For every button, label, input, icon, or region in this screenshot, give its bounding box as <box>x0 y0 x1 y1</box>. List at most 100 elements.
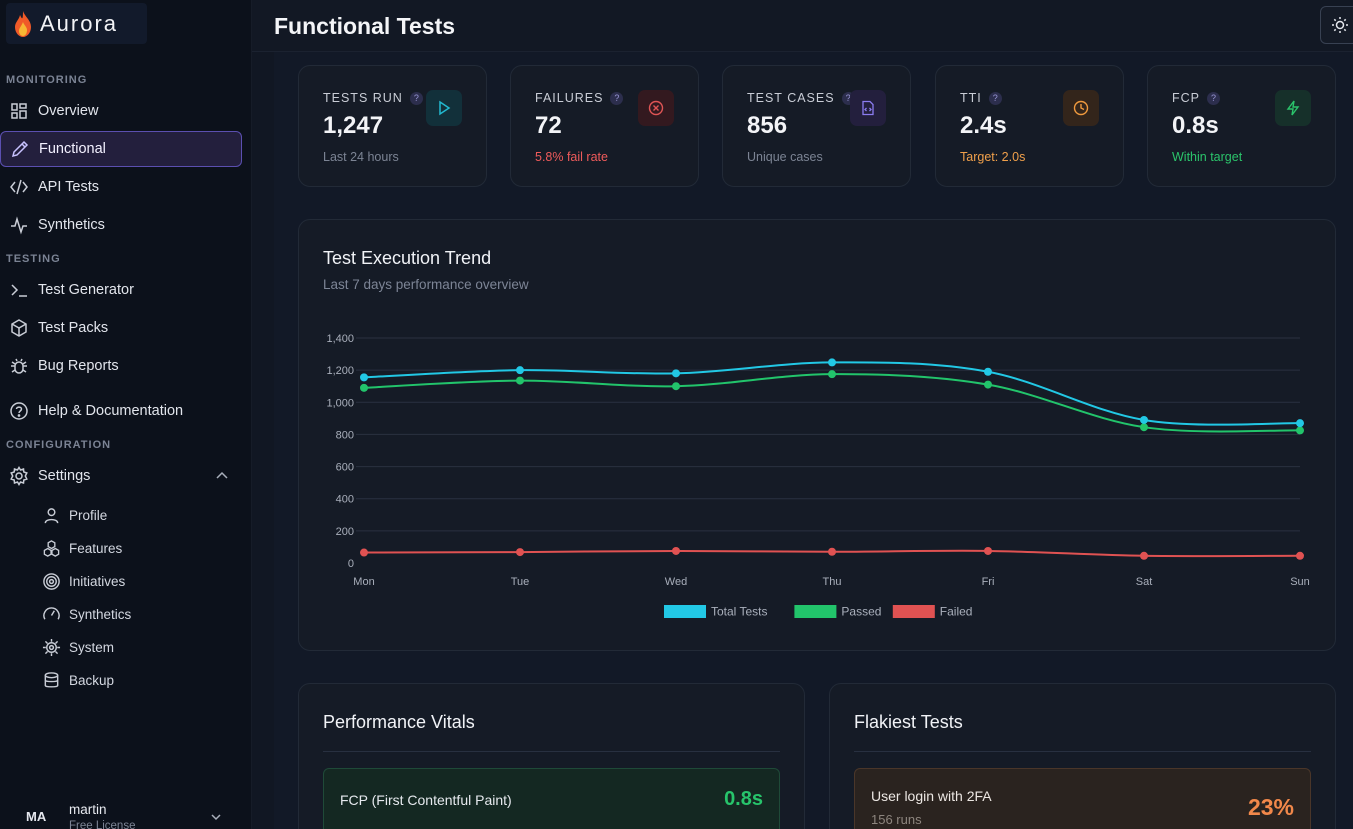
data-point-failed <box>984 546 992 555</box>
data-point-passed <box>516 376 524 385</box>
stat-icon-box <box>1063 90 1099 126</box>
settings-item-features[interactable]: Features <box>42 535 122 561</box>
section-label-monitoring: MONITORING <box>6 74 88 86</box>
x-tick-label: Tue <box>511 576 530 588</box>
cubes-icon <box>43 539 60 557</box>
settings-item-label: Profile <box>69 507 108 523</box>
y-tick-label: 400 <box>336 494 354 506</box>
gutter <box>252 0 274 829</box>
data-point-passed <box>1296 426 1304 435</box>
help-icon[interactable]: ? <box>988 91 1002 105</box>
sidebar-item-label: Functional <box>39 141 106 157</box>
user-plan: Free License <box>69 820 136 829</box>
code-icon <box>10 179 28 195</box>
help-icon[interactable]: ? <box>409 91 423 105</box>
sidebar-item-test-generator[interactable]: Test Generator <box>0 272 242 308</box>
divider <box>323 751 780 752</box>
avatar: MA <box>26 809 47 824</box>
settings-item-synthetics[interactable]: Synthetics <box>42 601 131 627</box>
sidebar-item-synthetics[interactable]: Synthetics <box>0 207 242 243</box>
y-tick-label: 0 <box>348 558 354 570</box>
sidebar-item-label: API Tests <box>38 179 99 195</box>
x-tick-label: Thu <box>823 576 842 588</box>
flaky-test-item[interactable]: User login with 2FA 156 runs 23% <box>854 768 1311 829</box>
sidebar-item-functional[interactable]: Functional <box>0 131 242 167</box>
data-point-failed <box>516 548 524 557</box>
stat-icon-box <box>426 90 462 126</box>
sidebar-item-help[interactable]: Help & Documentation <box>0 393 242 429</box>
activity-icon <box>11 216 27 235</box>
data-point-passed <box>984 380 992 389</box>
brand-logo[interactable]: Aurora <box>6 3 147 44</box>
sidebar-item-label: Test Packs <box>38 320 109 336</box>
settings-item-profile[interactable]: Profile <box>42 502 107 528</box>
play-icon <box>439 100 451 116</box>
sidebar-item-label: Help & Documentation <box>38 403 184 419</box>
database-icon <box>44 671 59 688</box>
stat-label: TTI <box>960 91 982 105</box>
section-label-testing: TESTING <box>6 253 61 265</box>
data-point-total-tests <box>984 367 992 376</box>
x-tick-label: Mon <box>353 576 374 588</box>
stat-subtext: 5.8% fail rate <box>535 150 608 164</box>
sidebar-item-overview[interactable]: Overview <box>0 93 242 129</box>
trend-chart: 0 200 400 600 800 1,000 1,200 1,400 Mon Tue Wed Thu… <box>326 333 1309 619</box>
help-icon[interactable]: ? <box>1207 91 1220 105</box>
chevron-up-icon[interactable] <box>213 467 231 485</box>
settings-item-label: Initiatives <box>69 573 126 589</box>
stat-value: 0.8s <box>1172 112 1219 139</box>
page-title: Functional Tests <box>274 13 456 39</box>
target-icon <box>43 572 60 590</box>
y-tick-label: 800 <box>336 429 354 441</box>
vital-value: 0.8s <box>724 788 763 810</box>
legend-swatch-failed <box>892 605 935 618</box>
stat-subtext: Target: 2.0s <box>960 150 1026 164</box>
legend-swatch-total-tests <box>664 605 706 618</box>
data-point-passed <box>360 383 368 392</box>
data-point-total-tests <box>828 358 836 367</box>
data-point-failed <box>672 546 680 555</box>
data-point-passed <box>1140 423 1148 432</box>
section-label-configuration: CONFIGURATION <box>6 439 112 451</box>
x-tick-label: Wed <box>665 576 687 588</box>
user-menu[interactable]: MA martin Free License <box>0 795 252 829</box>
trend-chart-card: Test Execution Trend Last 7 days perform… <box>298 219 1336 651</box>
settings-item-label: System <box>69 639 115 655</box>
sidebar-item-settings[interactable]: Settings <box>0 458 242 494</box>
sidebar-item-label: Synthetics <box>38 217 105 233</box>
chevron-down-icon[interactable] <box>208 809 224 825</box>
data-point-total-tests <box>1140 415 1148 424</box>
chart-subtitle: Last 7 days performance overview <box>323 277 529 292</box>
stat-icon-box <box>638 90 674 126</box>
sidebar-item-label: Test Generator <box>38 282 134 298</box>
sidebar-item-api-tests[interactable]: API Tests <box>0 169 242 205</box>
theme-toggle-button[interactable] <box>1320 6 1353 44</box>
stat-card-failures: FAILURES? 72 5.8% fail rate <box>510 65 699 187</box>
sidebar-item-label: Bug Reports <box>38 358 119 374</box>
flaky-test-percent: 23% <box>1247 794 1294 820</box>
y-tick-label: 600 <box>336 462 354 474</box>
sidebar-item-bug-reports[interactable]: Bug Reports <box>0 348 242 384</box>
help-icon[interactable]: ? <box>610 91 624 105</box>
settings-item-initiatives[interactable]: Initiatives <box>42 568 125 594</box>
stat-card-tests-run: TESTS RUN? 1,247 Last 24 hours <box>298 65 487 187</box>
stat-subtext: Last 24 hours <box>323 150 399 164</box>
performance-vitals-card: Performance Vitals FCP (First Contentful… <box>298 683 805 829</box>
stat-subtext: Unique cases <box>747 150 823 164</box>
flame-icon <box>15 10 31 37</box>
user-icon <box>44 507 59 523</box>
settings-item-system[interactable]: System <box>42 634 114 660</box>
bug-icon <box>11 358 27 374</box>
settings-item-backup[interactable]: Backup <box>42 667 114 693</box>
stat-icon-box <box>850 90 886 126</box>
y-tick-label: 1,200 <box>326 365 354 377</box>
gear-icon <box>10 466 28 486</box>
stat-label: TESTS RUN <box>323 91 403 105</box>
sidebar-item-label: Overview <box>38 103 99 119</box>
stat-value: 1,247 <box>323 112 384 139</box>
vital-item[interactable]: FCP (First Contentful Paint) 0.8s <box>323 768 780 829</box>
sun-icon <box>1332 17 1348 33</box>
user-name: martin <box>69 802 107 817</box>
data-point-total-tests <box>516 366 524 375</box>
sidebar-item-test-packs[interactable]: Test Packs <box>0 310 242 346</box>
